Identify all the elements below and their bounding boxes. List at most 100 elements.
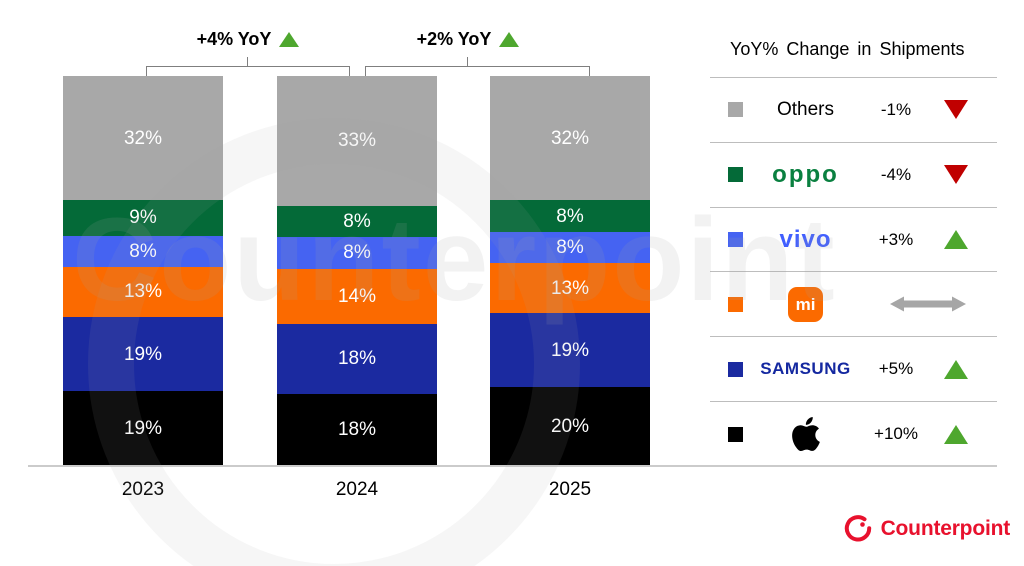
- segment-samsung-2023: 19%: [63, 317, 223, 392]
- up-triangle-icon: [499, 32, 520, 47]
- segment-vivo-2024: 8%: [277, 237, 437, 269]
- counterpoint-logo-text: Counterpoint: [880, 517, 1011, 540]
- legend-swatch-samsung: [728, 361, 743, 377]
- down-triangle-icon: [924, 165, 988, 185]
- xiaomi-logo-icon: mi: [788, 286, 823, 322]
- yoy-annotation-2024-2025: +2% YoY: [368, 29, 568, 50]
- segment-value: 32%: [550, 127, 590, 149]
- segment-oppo-2024: 8%: [277, 205, 437, 238]
- segment-vivo-2025: 8%: [490, 231, 650, 263]
- segment-value: 32%: [123, 127, 163, 149]
- x-axis-label-2023: 2023: [121, 479, 165, 500]
- stacked-bar-2024: 18% 18% 14% 8% 8% 33%: [277, 75, 437, 465]
- legend-title: YoY% Change in Shipments: [730, 39, 965, 59]
- legend-swatch-oppo: [728, 167, 743, 183]
- brand-label: Others: [776, 98, 835, 120]
- x-axis-label-2024: 2024: [335, 479, 379, 500]
- yoy-bracket-2023-2024: [146, 57, 350, 76]
- yoy-annotation-text: +2% YoY: [416, 29, 492, 49]
- apple-logo-icon: [791, 417, 820, 452]
- segment-value: 19%: [123, 417, 163, 439]
- triangle-glyph: [944, 424, 968, 444]
- legend-row-others: Others -1%: [710, 77, 997, 142]
- legend-panel: Others -1% oppo -4% vivo +3% mi SAMSUNG +5% +10%: [710, 77, 997, 466]
- yoy-annotation-2023-2024: +4% YoY: [148, 29, 348, 50]
- segment-value: 14%: [337, 285, 377, 307]
- vivo-wordmark: vivo: [779, 225, 832, 253]
- legend-row-apple: +10%: [710, 401, 997, 466]
- yoy-change-value: +5%: [878, 359, 914, 379]
- legend-row-vivo: vivo +3%: [710, 206, 997, 272]
- segment-samsung-2025: 19%: [490, 313, 650, 388]
- xiaomi-logo-text: mi: [795, 294, 816, 314]
- legend-swatch-others: [728, 102, 743, 118]
- x-axis-line: [28, 465, 997, 467]
- brand-samsung: SAMSUNG: [743, 359, 868, 379]
- legend-row-oppo: oppo -4%: [710, 141, 997, 207]
- segment-value: 13%: [123, 281, 163, 303]
- stacked-bar-2025: 20% 19% 13% 8% 8% 32%: [490, 76, 650, 465]
- down-triangle-icon: [924, 100, 988, 120]
- flat-arrow-icon: [890, 296, 966, 312]
- x-axis-label-2025: 2025: [548, 479, 592, 500]
- yoy-change-value: -4%: [880, 164, 912, 184]
- yoy-change-value: -1%: [880, 99, 912, 119]
- segment-value: 8%: [343, 210, 371, 232]
- segment-apple-2023: 19%: [63, 391, 223, 465]
- segment-oppo-2025: 8%: [490, 200, 650, 232]
- triangle-glyph: [944, 100, 968, 120]
- segment-xiaomi-2023: 13%: [63, 266, 223, 318]
- stacked-bar-2023: 19% 19% 13% 8% 9% 32%: [63, 76, 223, 465]
- segment-others-2023: 32%: [63, 76, 223, 201]
- counterpoint-swirl-icon: [844, 515, 871, 542]
- brand-others: Others: [743, 99, 868, 121]
- legend-swatch-apple: [728, 426, 743, 442]
- segment-value: 33%: [337, 130, 377, 152]
- counterpoint-logo: Counterpoint: [843, 514, 1010, 544]
- yoy-change-value: +3%: [878, 229, 914, 249]
- brand-oppo: oppo: [743, 161, 868, 189]
- segment-value: 8%: [556, 205, 584, 227]
- segment-value: 20%: [550, 415, 590, 437]
- up-triangle-icon: [924, 424, 988, 444]
- flat-arrow-cell: [868, 295, 988, 313]
- up-triangle-icon: [924, 359, 988, 379]
- legend-row-xiaomi: mi: [710, 271, 997, 336]
- segment-value: 13%: [550, 277, 590, 299]
- segment-xiaomi-2025: 13%: [490, 262, 650, 314]
- brand-xiaomi: mi: [743, 286, 868, 322]
- segment-others-2024: 33%: [277, 75, 437, 206]
- segment-xiaomi-2024: 14%: [277, 268, 437, 324]
- yoy-change-value: +10%: [874, 424, 918, 444]
- brand-apple: [743, 415, 868, 453]
- segment-value: 8%: [343, 242, 371, 264]
- segment-others-2025: 32%: [490, 76, 650, 201]
- brand-vivo: vivo: [743, 226, 868, 254]
- triangle-glyph: [944, 359, 968, 379]
- legend-row-samsung: SAMSUNG +5%: [710, 336, 997, 401]
- segment-oppo-2023: 9%: [63, 200, 223, 236]
- triangle-glyph: [944, 230, 968, 250]
- segment-value: 8%: [556, 236, 584, 258]
- segment-value: 9%: [129, 207, 157, 229]
- up-triangle-icon: [924, 230, 988, 250]
- segment-value: 8%: [129, 240, 157, 262]
- segment-apple-2024: 18%: [277, 394, 437, 465]
- oppo-wordmark: oppo: [772, 160, 839, 188]
- segment-value: 19%: [123, 343, 163, 365]
- segment-value: 19%: [550, 339, 590, 361]
- yoy-annotation-text: +4% YoY: [196, 29, 272, 49]
- segment-samsung-2024: 18%: [277, 323, 437, 395]
- triangle-glyph: [944, 165, 968, 185]
- segment-vivo-2023: 8%: [63, 235, 223, 267]
- legend-swatch-vivo: [728, 232, 743, 248]
- yoy-bracket-2024-2025: [365, 57, 590, 76]
- up-triangle-icon: [279, 32, 300, 47]
- legend-swatch-xiaomi: [728, 296, 743, 312]
- segment-value: 18%: [337, 348, 377, 370]
- segment-apple-2025: 20%: [490, 387, 650, 465]
- segment-value: 18%: [337, 419, 377, 441]
- samsung-wordmark: SAMSUNG: [760, 359, 851, 379]
